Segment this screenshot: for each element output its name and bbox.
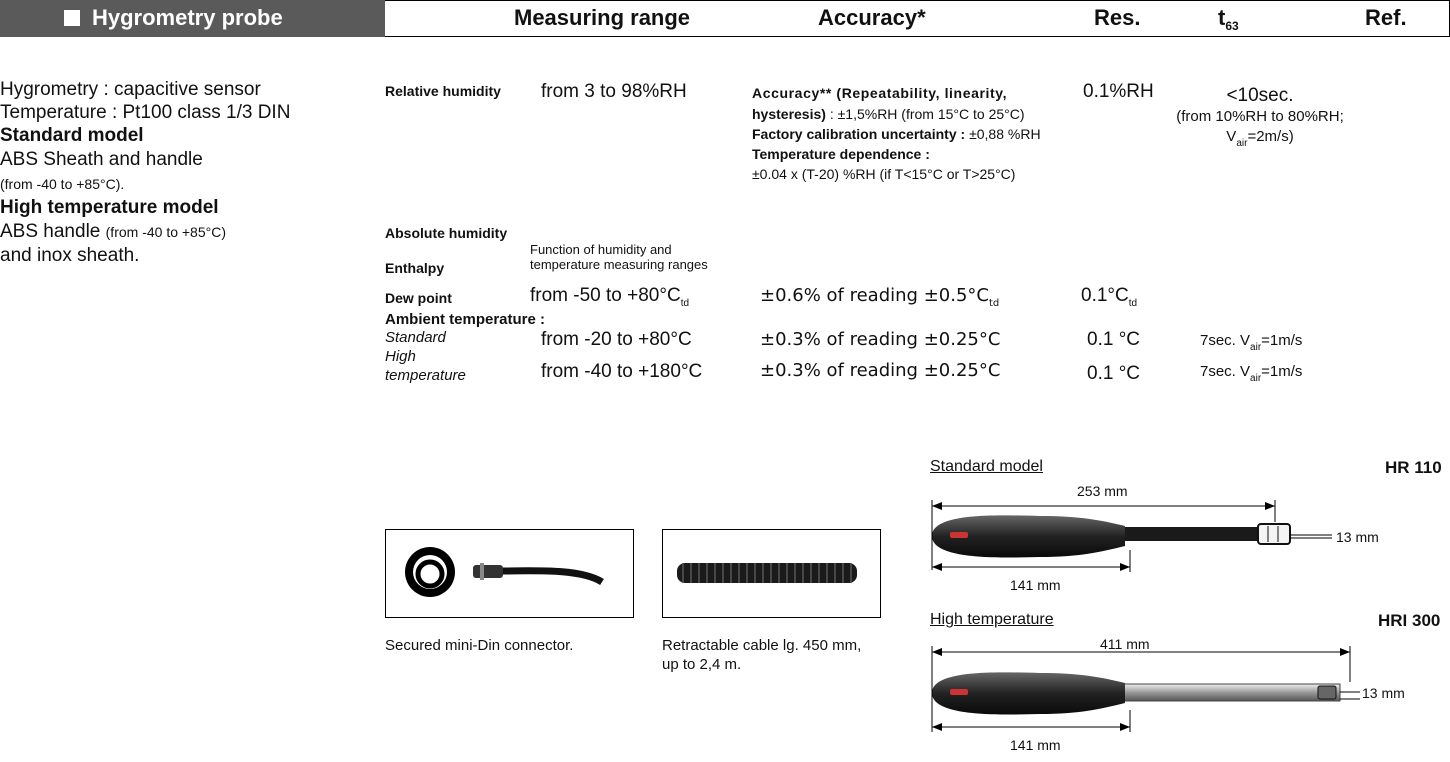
high-temperature-dimensions <box>931 646 1360 732</box>
desc-line: ABS Sheath and handle <box>0 149 203 170</box>
t63-line: <10sec. <box>1226 85 1294 106</box>
t63-text: 7sec. V <box>1200 363 1251 380</box>
row-label: Dew point <box>385 290 452 306</box>
accuracy-bold: Factory calibration uncertainty : <box>752 126 966 142</box>
header-title: Hygrometry probe <box>92 5 283 30</box>
standard-probe <box>932 515 1291 558</box>
dimension-label: 411 mm <box>1100 636 1150 652</box>
accuracy-line: Factory calibration uncertainty : ±0,88 … <box>752 127 1041 141</box>
t63-line: Vair=2m/s) <box>1150 128 1370 149</box>
t63-sub: air <box>1250 342 1262 353</box>
range-text: from -50 to +80°C <box>530 285 681 306</box>
row-range: from -40 to +180°C <box>541 361 703 382</box>
accuracy-text: ±0.6% of reading ±0.5°C <box>760 285 989 306</box>
dimension-label: 253 mm <box>1077 483 1128 499</box>
row-t63: 7sec. Vair=1m/s <box>1200 363 1303 384</box>
header-square <box>64 10 80 26</box>
desc-line: and inox sheath. <box>0 245 140 266</box>
accuracy-line: Accuracy** (Repeatability, linearity, <box>752 85 1008 101</box>
res-sub: td <box>1128 298 1138 309</box>
accessory-caption: Secured mini-Din connector. <box>385 637 574 654</box>
row-range: from -50 to +80°Ctd <box>530 285 689 309</box>
accuracy-sub: td <box>988 298 1000 309</box>
accuracy-line: Temperature dependence : <box>752 146 930 162</box>
sub-label: Standard <box>385 329 446 346</box>
accuracy-text: : ±1,5%RH (from 15°C to 25°C) <box>829 106 1025 122</box>
row-range: from -20 to +80°C <box>541 329 692 350</box>
cable-image <box>677 563 857 583</box>
t63-text: =1m/s <box>1261 332 1303 349</box>
desc-line: ABS handle (from -40 to +85°C) <box>0 222 226 241</box>
accessory-caption: up to 2,4 m. <box>662 656 742 673</box>
t63-sub: air <box>1236 138 1248 149</box>
dimension-label: 13 mm <box>1336 529 1379 545</box>
connector-image <box>405 547 604 597</box>
res-text: 0.1°C <box>1081 285 1129 306</box>
column-res: Res. <box>1094 5 1141 30</box>
t63-text: 7sec. V <box>1200 332 1251 349</box>
t63-line: (from 10%RH to 80%RH; <box>1176 108 1344 125</box>
row-accuracy: ±0.6% of reading ±0.5°Ctd <box>760 285 999 309</box>
row-t63: 7sec. Vair=1m/s <box>1200 332 1303 353</box>
row-label: Absolute humidity <box>385 225 508 241</box>
row-label: Ambient temperature : <box>385 311 546 328</box>
accuracy-text: ±0,88 %RH <box>969 126 1041 142</box>
desc-range: (from -40 to +85°C). <box>0 176 125 192</box>
desc-heading: Standard model <box>0 125 144 146</box>
row-res: 0.1 °C <box>1087 329 1141 350</box>
accuracy-line: ±0.04 x (T-20) %RH (if T<15°C or T>25°C) <box>752 166 1016 182</box>
high-temperature-probe <box>932 672 1341 715</box>
row-range: from 3 to 98%RH <box>541 81 687 102</box>
standard-dimensions <box>931 500 1332 572</box>
row-label: Relative humidity <box>385 83 501 99</box>
desc-heading: High temperature model <box>0 197 219 218</box>
column-ref: Ref. <box>1365 5 1407 30</box>
sub-label: High <box>385 348 416 365</box>
column-t63: t63 <box>1218 5 1239 33</box>
t63-main: t <box>1218 5 1226 30</box>
accuracy-line: hysteresis) : ±1,5%RH (from 15°C to 25°C… <box>752 107 1025 121</box>
row-res: 0.1%RH <box>1083 81 1154 102</box>
row-res: 0.1°Ctd <box>1081 285 1137 309</box>
desc-line: Temperature : Pt100 class 1/3 DIN <box>0 102 291 123</box>
t63-sub: air <box>1250 373 1262 384</box>
t63-text: =1m/s <box>1261 363 1303 380</box>
row-accuracy: ±0.3% of reading ±0.25°C <box>760 360 1001 381</box>
column-range: Measuring range <box>514 5 691 30</box>
accuracy-bold: hysteresis) <box>752 106 826 122</box>
t63-sub: 63 <box>1225 19 1239 33</box>
dimension-label: 141 mm <box>1010 737 1061 753</box>
model-ref: HRI 300 <box>1378 611 1441 630</box>
model-title: High temperature <box>930 611 1054 628</box>
desc-range: (from -40 to +85°C) <box>105 224 227 240</box>
desc-text: ABS handle <box>0 221 101 242</box>
sub-label: temperature <box>385 367 466 384</box>
range-sub: td <box>680 298 690 309</box>
shared-range: temperature measuring ranges <box>530 257 708 272</box>
shared-range: Function of humidity and <box>530 242 672 257</box>
dimension-label: 141 mm <box>1010 577 1061 593</box>
t63-v: V <box>1226 128 1237 145</box>
t63-text: =2m/s) <box>1247 128 1294 145</box>
row-res: 0.1 °C <box>1087 363 1141 384</box>
dimension-label: 13 mm <box>1362 685 1405 701</box>
accessory-caption: Retractable cable lg. 450 mm, <box>662 637 862 654</box>
row-label: Enthalpy <box>385 260 445 276</box>
model-title: Standard model <box>930 458 1043 475</box>
model-ref: HR 110 <box>1385 458 1442 477</box>
row-accuracy: ±0.3% of reading ±0.25°C <box>760 329 1001 350</box>
column-accuracy: Accuracy* <box>818 5 926 30</box>
desc-line: Hygrometry : capacitive sensor <box>0 79 261 100</box>
